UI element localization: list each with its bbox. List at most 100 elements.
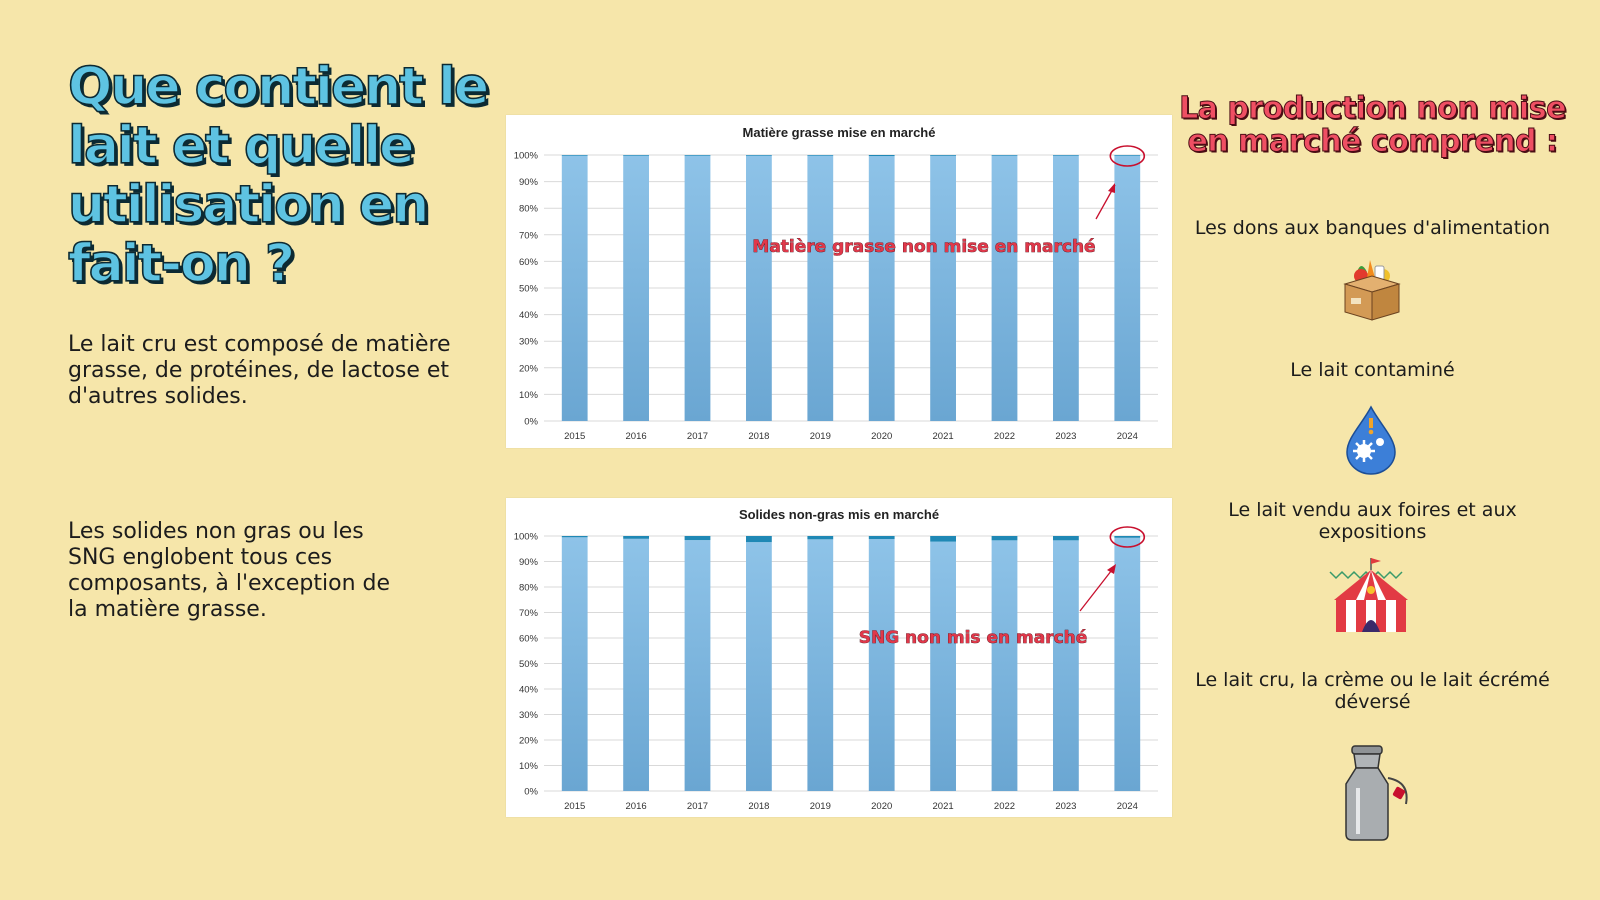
bar-marketed <box>561 537 588 791</box>
y-tick-label: 50% <box>519 284 539 295</box>
sng-definition-text: Les solides non gras ou les SNG engloben… <box>68 519 391 622</box>
bar-non-marketed <box>623 155 649 156</box>
bar-marketed <box>991 155 1018 422</box>
y-tick-label: 60% <box>519 634 539 645</box>
y-tick-label: 80% <box>519 204 539 215</box>
y-tick-label: 90% <box>519 557 539 568</box>
y-tick-label: 0% <box>524 787 538 798</box>
non-marketed-annotation: Matière grasse non mise en marché <box>752 237 1095 257</box>
arrow-head <box>1107 564 1116 574</box>
x-tick-label: 2023 <box>1055 801 1076 812</box>
x-tick-label: 2017 <box>687 431 708 442</box>
bar-marketed <box>930 541 956 791</box>
y-tick-label: 60% <box>519 257 539 268</box>
bar-marketed <box>991 540 1018 791</box>
bar-marketed <box>807 155 834 421</box>
bar-non-marketed <box>868 155 895 157</box>
bar-marketed <box>746 542 772 791</box>
x-tick-label: 2024 <box>1117 801 1138 812</box>
x-tick-label: 2024 <box>1117 431 1138 442</box>
bar-non-marketed <box>930 155 956 156</box>
y-tick-label: 40% <box>519 310 539 321</box>
bar-non-marketed <box>746 155 772 156</box>
snf-marketed-chart-svg: Solides non-gras mis en marché 0% 10% 20% 30… <box>514 507 1158 812</box>
x-tick-label: 2018 <box>748 431 769 442</box>
bar-marketed <box>684 540 711 791</box>
annotation-arrow <box>1079 565 1116 612</box>
fair-tent-icon <box>1328 556 1414 640</box>
x-tick-label: 2019 <box>810 431 831 442</box>
bar-non-marketed <box>807 536 834 540</box>
fat-marketed-chart-svg: Matière grasse mise en marché 0% 10% 20% 30%… <box>514 125 1158 442</box>
bar-marketed <box>623 155 649 421</box>
non-marketed-title: La production non mise en marché compren… <box>1179 91 1567 159</box>
y-tick-label: 20% <box>519 363 539 374</box>
y-tick-label: 100% <box>514 151 539 162</box>
contaminated-milk-drop-icon <box>1342 404 1400 480</box>
bar-non-marketed <box>807 155 834 156</box>
x-tick-label: 2019 <box>810 801 831 812</box>
bar-non-marketed <box>684 155 711 156</box>
arrow-head <box>1108 183 1115 193</box>
y-tick-label: 50% <box>519 659 539 670</box>
y-tick-label: 90% <box>519 177 539 188</box>
x-tick-label: 2017 <box>687 801 708 812</box>
x-tick-label: 2018 <box>748 801 769 812</box>
chart-title: Solides non-gras mis en marché <box>739 507 939 522</box>
bar-non-marketed <box>1114 536 1141 538</box>
x-tick-label: 2020 <box>871 801 892 812</box>
bar-marketed <box>868 539 895 791</box>
bar-marketed <box>868 156 895 421</box>
bar-marketed <box>807 539 834 791</box>
bar-marketed <box>1053 155 1079 422</box>
fat-marketed-chart: Matière grasse mise en marché 0% 10% 20% 30%… <box>506 115 1172 448</box>
bar-non-marketed <box>991 155 1018 156</box>
x-tick-label: 2015 <box>564 801 585 812</box>
bar-non-marketed <box>868 536 895 540</box>
y-tick-label: 10% <box>519 761 539 772</box>
y-tick-label: 10% <box>519 390 539 401</box>
highlight-circle <box>1109 526 1146 548</box>
y-tick-label: 100% <box>514 532 539 543</box>
milk-can-icon <box>1336 744 1416 846</box>
food-bank-donations-label: Les dons aux banques d'alimentation <box>1194 217 1551 239</box>
bar-marketed <box>561 155 588 421</box>
bar-marketed <box>746 155 772 421</box>
y-tick-label: 70% <box>519 608 539 619</box>
bar-marketed <box>1114 537 1141 791</box>
contaminated-milk-label: Le lait contaminé <box>1290 359 1455 381</box>
bar-marketed <box>684 155 711 421</box>
bar-non-marketed <box>684 536 711 541</box>
y-tick-label: 70% <box>519 230 539 241</box>
y-tick-label: 80% <box>519 583 539 594</box>
x-tick-label: 2022 <box>994 431 1015 442</box>
bar-marketed <box>1114 155 1141 421</box>
milk-composition-text: Le lait cru est composé de matière grass… <box>68 332 451 409</box>
bar-non-marketed <box>561 536 588 538</box>
y-tick-label: 40% <box>519 685 539 696</box>
spilled-milk-label: Le lait cru, la crème ou le lait écrémé … <box>1195 669 1550 713</box>
bar-non-marketed <box>1114 155 1141 156</box>
snf-marketed-chart: Solides non-gras mis en marché 0% 10% 20% 30… <box>506 498 1172 817</box>
x-tick-label: 2020 <box>871 431 892 442</box>
non-marketed-annotation: SNG non mis en marché <box>859 628 1088 648</box>
bar-marketed <box>623 538 649 791</box>
x-tick-label: 2015 <box>564 431 585 442</box>
x-tick-label: 2022 <box>994 801 1015 812</box>
x-tick-label: 2016 <box>626 431 647 442</box>
page-title: Que contient le lait et quelle utilisati… <box>67 57 490 295</box>
bar-non-marketed <box>746 536 772 543</box>
bar-non-marketed <box>930 536 956 542</box>
y-tick-label: 20% <box>519 736 539 747</box>
food-donation-box-icon <box>1337 256 1407 330</box>
y-tick-label: 30% <box>519 337 539 348</box>
x-tick-label: 2021 <box>933 801 954 812</box>
bar-non-marketed <box>623 536 649 539</box>
y-tick-label: 30% <box>519 710 539 721</box>
bar-non-marketed <box>991 536 1018 541</box>
bar-marketed <box>930 155 956 421</box>
x-tick-label: 2016 <box>626 801 647 812</box>
bar-marketed <box>1053 540 1079 791</box>
bar-non-marketed <box>1053 536 1079 541</box>
bar-non-marketed <box>1053 155 1079 156</box>
